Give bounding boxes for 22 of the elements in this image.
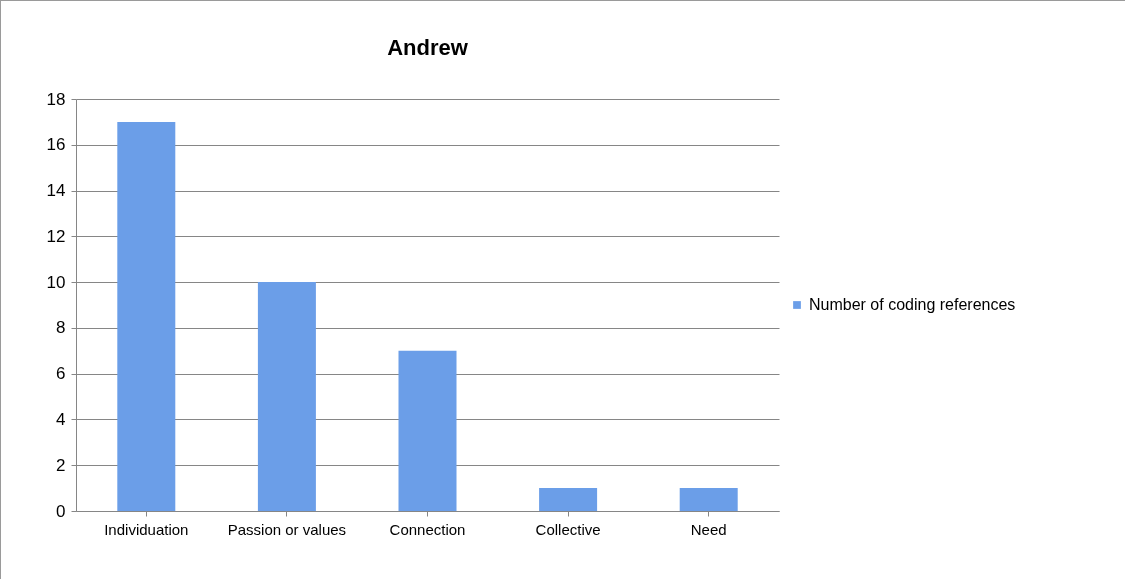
- x-tick-label: Connection: [389, 520, 466, 538]
- x-tick-label: Passion or values: [227, 520, 347, 538]
- x-tick-label: Collective: [535, 520, 601, 538]
- y-tick-label: 2: [56, 455, 66, 475]
- y-tick-label: 16: [46, 135, 66, 155]
- y-tick-label: 6: [56, 364, 66, 384]
- y-tick-label: 0: [56, 501, 66, 521]
- legend-label: Number of coding references: [809, 296, 1016, 313]
- y-tick-label: 14: [46, 181, 66, 201]
- bar: [539, 488, 598, 511]
- bar: [257, 282, 316, 511]
- y-tick-label: 18: [46, 89, 66, 109]
- y-tick-label: 4: [56, 409, 66, 429]
- y-tick-label: 12: [46, 226, 66, 246]
- x-tick-label: Need: [690, 520, 727, 538]
- bar: [398, 350, 457, 511]
- bar: [117, 121, 176, 511]
- y-tick-label: 8: [56, 318, 66, 338]
- y-tick-label: 10: [46, 272, 66, 292]
- bar: [679, 488, 738, 511]
- x-tick-label: Individuation: [104, 520, 189, 538]
- chart-title: Andrew: [387, 35, 469, 60]
